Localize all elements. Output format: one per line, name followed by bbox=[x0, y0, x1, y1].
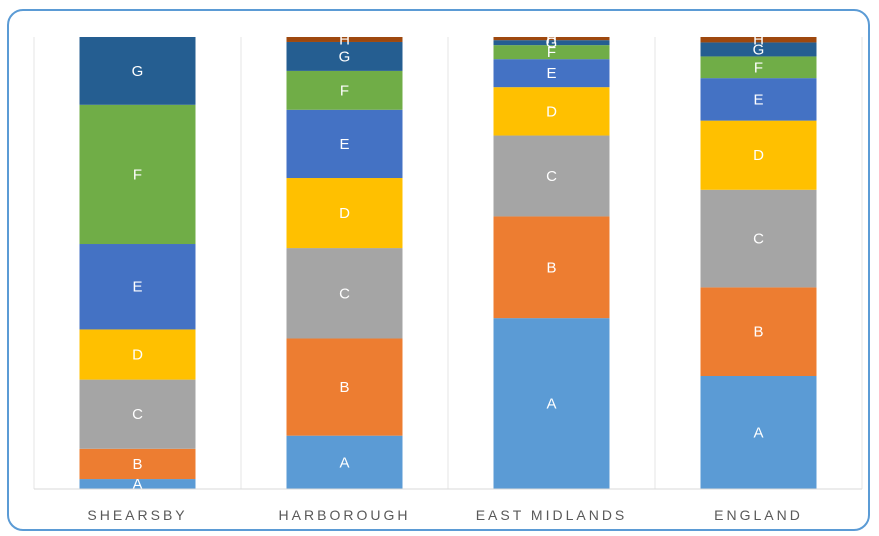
bar-segment-b bbox=[79, 448, 196, 480]
segment-label-a: A bbox=[339, 454, 349, 471]
bar-segment-f bbox=[79, 104, 196, 245]
bar-segment-h bbox=[700, 37, 817, 43]
bar-segment-d bbox=[493, 87, 610, 136]
bar-segment-f bbox=[700, 56, 817, 79]
segment-label-c: C bbox=[753, 231, 764, 248]
bar-segment-e bbox=[493, 59, 610, 88]
segment-label-b: B bbox=[132, 456, 142, 473]
segment-label-c: C bbox=[339, 285, 350, 302]
bar-segment-a bbox=[493, 318, 610, 489]
segment-label-g: G bbox=[753, 41, 765, 58]
segment-label-b: B bbox=[546, 259, 556, 276]
segment-label-e: E bbox=[546, 65, 556, 82]
bar-segment-c bbox=[79, 379, 196, 449]
category-label: EAST MIDLANDS bbox=[476, 507, 628, 523]
bar-segment-e bbox=[79, 244, 196, 330]
bar-segment-g bbox=[79, 37, 196, 105]
segment-label-c: C bbox=[132, 406, 143, 423]
bar-segment-b bbox=[286, 338, 403, 436]
bar-segment-f bbox=[493, 45, 610, 60]
segment-label-h: H bbox=[753, 32, 764, 49]
category-labels: SHEARSBY HARBOROUGH EAST MIDLANDS ENGLAND bbox=[87, 507, 803, 523]
segment-label-h: H bbox=[339, 31, 350, 48]
bar-segment-h bbox=[493, 37, 610, 41]
bar-segment-a bbox=[286, 435, 403, 489]
segment-label-c: C bbox=[546, 168, 557, 185]
bar-segment-d bbox=[286, 178, 403, 249]
bar-segment-g bbox=[286, 41, 403, 71]
bar-segment-c bbox=[700, 189, 817, 288]
segment-label-e: E bbox=[339, 136, 349, 153]
segment-label-g: G bbox=[132, 63, 144, 80]
category-label: ENGLAND bbox=[714, 507, 803, 523]
category-label: SHEARSBY bbox=[87, 507, 187, 523]
segment-label-f: F bbox=[754, 59, 763, 76]
bar-segment-a bbox=[79, 479, 196, 489]
bar-segment-e bbox=[700, 78, 817, 121]
segment-label-b: B bbox=[339, 379, 349, 396]
category-label: HARBOROUGH bbox=[279, 507, 411, 523]
bar-segment-c bbox=[493, 135, 610, 217]
bar-segment-e bbox=[286, 109, 403, 179]
segment-label-a: A bbox=[546, 396, 556, 413]
bar-segment-g bbox=[493, 40, 610, 46]
bar-segment-b bbox=[700, 287, 817, 376]
segment-label-e: E bbox=[132, 279, 142, 296]
segment-label-d: D bbox=[339, 205, 350, 222]
bar-segment-d bbox=[79, 329, 196, 380]
bar-segment-b bbox=[493, 216, 610, 319]
bar-segment-a bbox=[700, 376, 817, 489]
segment-label-g: G bbox=[339, 48, 351, 65]
segment-label-h: H bbox=[546, 31, 557, 48]
segment-label-g: G bbox=[546, 35, 558, 52]
segment-label-d: D bbox=[546, 103, 557, 120]
segment-label-e: E bbox=[753, 91, 763, 108]
bar-segment-d bbox=[700, 120, 817, 190]
segment-label-b: B bbox=[753, 324, 763, 341]
bar-segment-h bbox=[286, 37, 403, 42]
bar-segment-c bbox=[286, 248, 403, 339]
segment-label-f: F bbox=[133, 166, 142, 183]
segment-label-d: D bbox=[753, 147, 764, 164]
segment-label-a: A bbox=[753, 425, 763, 442]
segment-label-a: A bbox=[132, 476, 142, 493]
segment-label-f: F bbox=[547, 44, 556, 61]
bar-segment-g bbox=[700, 42, 817, 57]
segment-label-d: D bbox=[132, 347, 143, 364]
bar-segment-f bbox=[286, 70, 403, 110]
bars bbox=[79, 37, 817, 489]
segment-label-f: F bbox=[340, 82, 349, 99]
category-separators bbox=[33, 37, 863, 489]
